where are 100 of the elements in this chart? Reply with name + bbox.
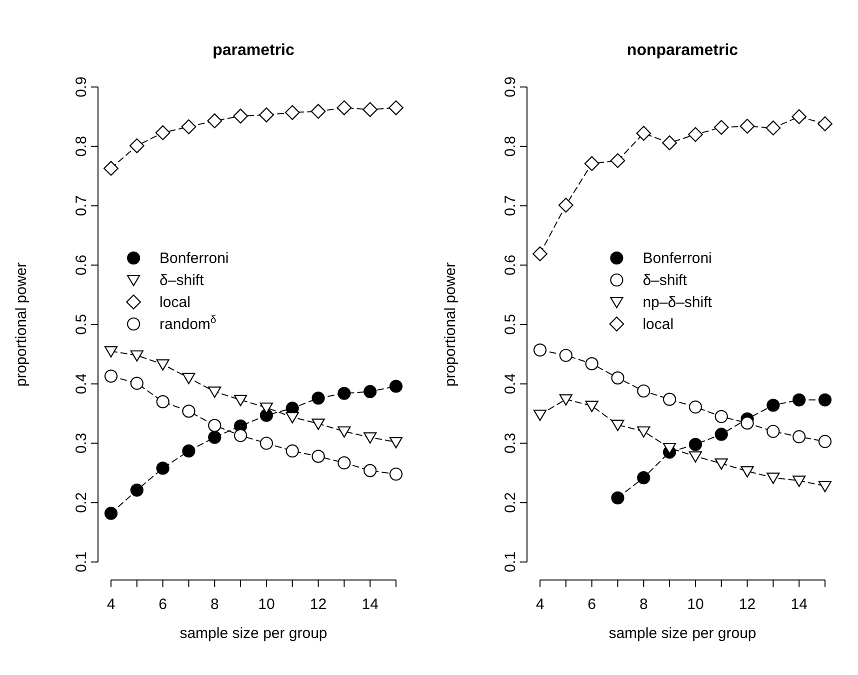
x-tick-label: 4	[106, 596, 116, 613]
point	[714, 458, 728, 470]
y-tick-label: 0.5	[73, 314, 90, 335]
point	[156, 359, 170, 371]
point	[688, 451, 702, 463]
x-tick-label: 14	[790, 596, 808, 613]
point	[260, 402, 274, 414]
y-tick-label: 0.9	[502, 76, 519, 98]
point	[312, 418, 325, 430]
legend-label: Bonferroni	[160, 250, 229, 267]
y-tick-label: 0.5	[502, 314, 519, 335]
point	[637, 384, 650, 398]
y-tick-label: 0.6	[73, 254, 90, 276]
y-tick-label: 0.6	[502, 254, 519, 276]
point	[208, 386, 222, 398]
point	[611, 371, 624, 384]
legend-label: local	[160, 294, 190, 311]
point	[740, 466, 754, 478]
point	[129, 138, 144, 154]
point	[792, 476, 806, 487]
point	[688, 127, 703, 142]
point	[662, 135, 677, 150]
y-tick-label: 0.3	[73, 432, 90, 454]
point	[389, 437, 403, 448]
point	[818, 393, 832, 406]
chart-title: parametric	[212, 42, 295, 59]
point	[130, 376, 144, 390]
point	[364, 432, 377, 444]
x-tick-label: 10	[258, 596, 275, 613]
point	[182, 372, 196, 384]
y-tick-label: 0.9	[73, 76, 90, 98]
point	[182, 404, 196, 418]
point	[389, 380, 403, 393]
point	[558, 198, 574, 213]
point	[792, 109, 807, 124]
point	[130, 484, 144, 497]
legend-label: local	[642, 316, 674, 333]
point	[259, 107, 274, 122]
point	[286, 412, 299, 424]
x-tick-label: 8	[210, 596, 219, 613]
point	[156, 395, 170, 408]
point	[585, 400, 598, 412]
legend-label: random$^{δ}$	[160, 314, 216, 333]
point	[688, 400, 702, 414]
point	[389, 468, 403, 481]
point	[364, 385, 377, 398]
point	[532, 246, 548, 262]
point	[766, 424, 780, 438]
point	[182, 444, 196, 458]
point	[208, 418, 222, 432]
x-axis-title: sample size per group	[608, 625, 756, 642]
point	[312, 392, 325, 405]
point	[714, 410, 728, 424]
point	[766, 120, 781, 136]
point	[234, 428, 248, 442]
point	[208, 430, 222, 444]
x-tick-label: 6	[158, 596, 167, 613]
chart-title: nonparametric	[626, 42, 738, 59]
point	[336, 100, 352, 116]
x-axis-title: sample size per group	[180, 625, 328, 642]
point	[610, 153, 626, 168]
legend-label: δ–shift	[642, 272, 688, 289]
point	[637, 426, 650, 438]
point	[792, 430, 806, 444]
point	[104, 506, 118, 520]
point	[181, 119, 196, 134]
y-tick-label: 0.2	[502, 492, 519, 514]
point	[662, 392, 676, 406]
point	[234, 394, 248, 406]
point	[388, 100, 404, 116]
y-tick-label: 0.2	[73, 492, 90, 514]
x-tick-label: 4	[536, 596, 544, 613]
x-tick-label: 12	[310, 596, 327, 613]
point	[533, 343, 547, 357]
point	[611, 420, 624, 432]
point	[338, 386, 351, 400]
point	[688, 438, 702, 451]
y-tick-label: 0.8	[502, 136, 519, 157]
x-tick-label: 12	[738, 596, 756, 613]
point	[104, 346, 118, 358]
y-tick-label: 0.7	[73, 195, 90, 216]
point	[260, 436, 274, 450]
point	[714, 428, 728, 441]
point	[585, 357, 598, 370]
point	[155, 125, 170, 140]
point	[104, 370, 118, 383]
x-tick-label: 10	[687, 596, 704, 613]
legend-label: np–δ–shift	[642, 294, 713, 311]
x-tick-label: 14	[362, 596, 378, 613]
point	[611, 491, 624, 504]
point	[338, 426, 351, 438]
y-tick-label: 0.4	[502, 373, 519, 394]
y-tick-label: 0.8	[73, 136, 90, 157]
point	[286, 444, 299, 458]
point	[637, 471, 650, 484]
point	[207, 113, 222, 128]
point	[233, 108, 248, 124]
y-tick-label: 0.1	[502, 552, 519, 572]
point	[362, 102, 378, 118]
point	[559, 394, 572, 406]
